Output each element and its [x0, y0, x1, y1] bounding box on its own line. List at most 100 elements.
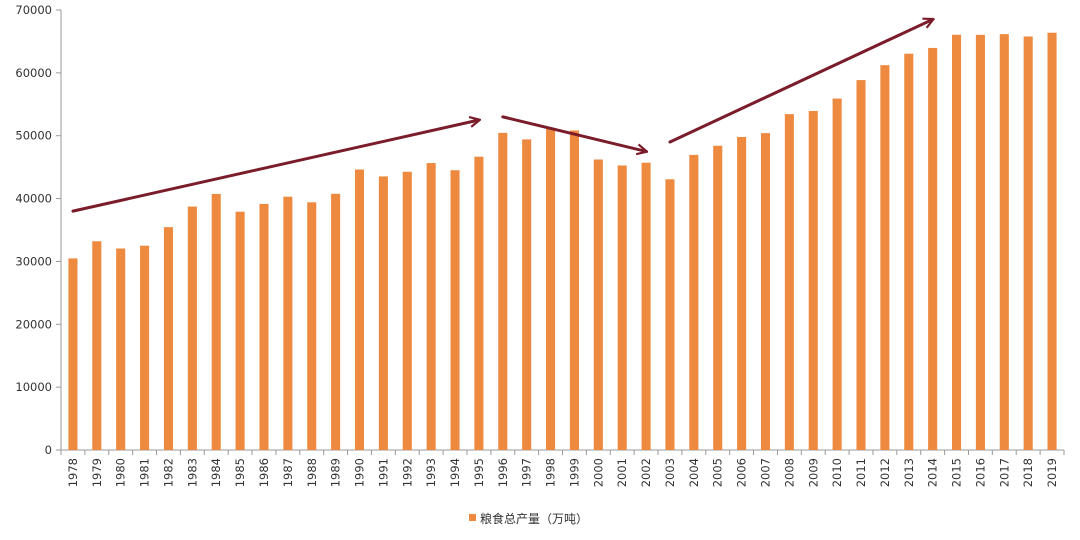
bar-2012	[880, 65, 890, 451]
bar-1982	[163, 227, 174, 450]
bar-2002	[641, 162, 651, 450]
x-tick-label: 1998	[544, 458, 558, 487]
bar-1990	[354, 169, 365, 450]
bar-1983	[187, 206, 197, 450]
x-tick-label: 1988	[305, 458, 319, 487]
bar-2005	[713, 145, 723, 450]
y-tick-label: 0	[45, 443, 52, 457]
bar-1984	[211, 193, 221, 451]
x-tick-label: 1985	[233, 458, 247, 487]
x-tick-label: 1983	[185, 458, 199, 487]
bar-2014	[928, 47, 938, 450]
x-tick-label: 2015	[950, 458, 964, 487]
x-tick-label: 2000	[591, 458, 605, 487]
x-tick-label: 1996	[496, 458, 510, 487]
y-tick-label: 20000	[15, 317, 52, 331]
x-tick-label: 2002	[639, 458, 653, 487]
x-tick-label: 1987	[281, 458, 295, 487]
bar-2019	[1047, 32, 1057, 451]
x-tick-label: 1990	[353, 458, 367, 487]
x-tick-label: 2017	[997, 458, 1011, 487]
x-tick-label: 1979	[90, 458, 104, 487]
trend-arrow-1	[71, 120, 479, 213]
bar-1979	[92, 241, 102, 450]
bar-1981	[140, 245, 150, 450]
bar-1992	[402, 171, 412, 450]
bar-2011	[856, 80, 866, 450]
bar-2009	[808, 110, 818, 450]
bar-1978	[68, 258, 78, 450]
x-tick-label: 2019	[1045, 458, 1059, 487]
trend-arrow-3	[668, 19, 933, 144]
trend-arrow-2	[501, 115, 646, 152]
x-tick-label: 1993	[424, 458, 438, 487]
x-tick-label: 2018	[1021, 458, 1035, 487]
bar-2008	[784, 114, 794, 450]
bar-1995	[474, 156, 484, 451]
bar-2007	[760, 133, 771, 450]
x-tick-label: 1992	[400, 458, 414, 487]
x-tick-label: 2001	[615, 458, 629, 487]
bar-1999	[569, 130, 579, 451]
x-tick-label: 2005	[711, 458, 725, 487]
trend-arrows	[71, 19, 933, 213]
bar-1997	[522, 139, 532, 451]
x-tick-label: 1997	[520, 458, 534, 487]
bar-2018	[1023, 36, 1033, 450]
x-tick-label: 1994	[448, 458, 462, 487]
x-tick-label: 1981	[138, 458, 152, 487]
bar-1996	[498, 132, 508, 450]
bar-1994	[450, 170, 460, 451]
y-tick-label: 50000	[15, 129, 52, 143]
bar-1985	[235, 211, 245, 450]
x-tick-label: 2010	[830, 458, 844, 487]
legend-swatch	[469, 514, 476, 521]
bar-1980	[116, 248, 126, 450]
bar-2010	[832, 98, 842, 451]
x-tick-labels: 1978 1979 1980 1981 1982 1983 1984 1985 1986 1987…	[66, 458, 1059, 487]
legend: 粮食总产量（万吨）	[469, 511, 588, 526]
legend-label: 粮食总产量（万吨）	[480, 511, 588, 526]
bar-2015	[951, 34, 962, 450]
x-tick-label: 1984	[209, 458, 223, 487]
x-tick-label: 1980	[114, 458, 128, 487]
x-tick-label: 1999	[567, 458, 581, 487]
bar-2003	[665, 179, 675, 450]
bar-1989	[331, 193, 341, 450]
bar-2006	[737, 136, 747, 450]
bar-2016	[975, 34, 985, 451]
x-tick-label: 2008	[782, 458, 796, 487]
x-tick-label: 1989	[329, 458, 343, 487]
bar-1987	[283, 196, 293, 450]
x-tick-label: 2013	[902, 458, 916, 487]
axes	[56, 9, 1065, 455]
x-tick-label: 1986	[257, 458, 271, 487]
bar-1986	[259, 203, 269, 450]
x-tick-label: 2016	[973, 458, 987, 487]
bar-1988	[307, 202, 317, 450]
y-tick-label: 70000	[15, 3, 52, 17]
x-tick-label: 1995	[472, 458, 486, 487]
x-tick-label: 2003	[663, 458, 677, 487]
bars-group	[68, 32, 1057, 451]
x-tick-label: 2009	[806, 458, 820, 487]
x-tick-label: 2012	[878, 458, 892, 487]
x-tick-label: 2004	[687, 458, 701, 487]
x-tick-label: 1982	[161, 458, 175, 487]
x-tick-label: 2007	[758, 458, 772, 487]
bar-2001	[617, 165, 627, 450]
x-tick-label: 1991	[376, 458, 390, 487]
y-tick-label: 60000	[15, 66, 52, 80]
x-tick-label: 2006	[735, 458, 749, 487]
y-tick-label: 40000	[15, 192, 52, 206]
bar-2004	[689, 154, 699, 450]
bar-2000	[593, 159, 603, 450]
bar-2013	[904, 53, 914, 451]
bar-2017	[999, 34, 1009, 450]
bar-1993	[426, 163, 436, 451]
y-tick-label: 30000	[15, 254, 52, 268]
bar-1998	[546, 127, 556, 451]
y-tick-labels: 0 10000 20000 30000 40000 50000 60000 70000	[15, 3, 52, 457]
